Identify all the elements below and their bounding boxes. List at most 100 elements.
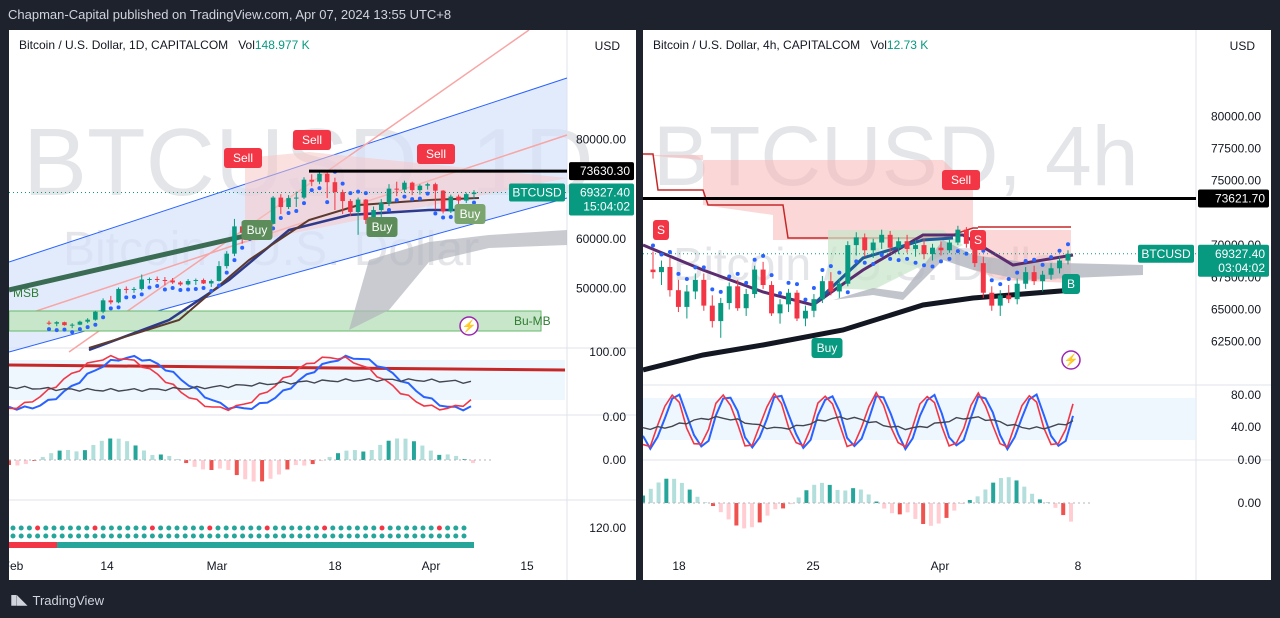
signal-dot bbox=[125, 533, 131, 539]
oscillator-tick: 0.00 bbox=[603, 410, 627, 424]
chart-panel-daily[interactable]: BTCUSD, 1DBitcoin / U.S. DollarUSDBu-MBM… bbox=[9, 30, 636, 580]
signal-dot bbox=[428, 525, 434, 531]
candle-body bbox=[1048, 268, 1054, 275]
resistance-price-label: 73621.70 bbox=[1215, 191, 1265, 205]
psar-dot bbox=[278, 215, 283, 220]
candle bbox=[147, 277, 152, 284]
candle-body bbox=[896, 241, 902, 248]
candle-body bbox=[921, 245, 927, 255]
candle-body bbox=[139, 279, 145, 289]
stoch-k-line bbox=[9, 354, 472, 412]
candle bbox=[887, 230, 893, 253]
signal-dot bbox=[264, 525, 270, 531]
signal-dot bbox=[461, 533, 467, 539]
macd-histogram-bar bbox=[403, 438, 408, 460]
price-tick-label: 50000.00 bbox=[576, 281, 626, 295]
candle bbox=[409, 181, 415, 196]
psar-dot bbox=[1049, 255, 1054, 260]
macd-histogram-bar bbox=[983, 489, 988, 503]
candle-body bbox=[963, 229, 969, 244]
candle bbox=[93, 310, 98, 321]
signal-dot bbox=[322, 525, 328, 531]
candle bbox=[735, 279, 741, 311]
tradingview-logo[interactable]: ▮◣ TradingView bbox=[10, 592, 104, 608]
psar-dot bbox=[62, 327, 67, 332]
candle-body bbox=[853, 237, 859, 246]
stoch-d-line bbox=[9, 354, 472, 412]
time-axis-label: 14 bbox=[100, 559, 114, 573]
candle bbox=[709, 295, 715, 328]
macd-histogram-bar bbox=[184, 460, 189, 464]
signal-dot bbox=[108, 533, 114, 539]
daily-chart-canvas[interactable]: BTCUSD, 1DBitcoin / U.S. DollarUSDBu-MBM… bbox=[9, 30, 636, 580]
signal-dot bbox=[240, 533, 246, 539]
candle-body bbox=[116, 288, 121, 303]
signal-dot bbox=[354, 533, 360, 539]
candle-body bbox=[178, 282, 183, 285]
candle-body bbox=[363, 199, 369, 220]
signal-dot bbox=[100, 525, 106, 531]
signal-dot bbox=[18, 525, 24, 531]
macd-histogram-bar bbox=[386, 440, 391, 460]
signal-dot bbox=[379, 525, 385, 531]
macd-histogram-bar bbox=[310, 460, 315, 465]
signal-dot bbox=[330, 525, 336, 531]
macd-histogram-bar bbox=[15, 460, 20, 466]
candle-body bbox=[684, 291, 690, 307]
fourh-vol-value: 12.73 K bbox=[886, 38, 929, 52]
candles-group bbox=[650, 225, 1071, 338]
macd-histogram-bar bbox=[687, 489, 692, 503]
sell-signal-box bbox=[653, 220, 669, 240]
psar-dot bbox=[778, 291, 783, 296]
macd-histogram-bar bbox=[711, 503, 716, 507]
candle-body bbox=[735, 286, 741, 309]
psar-dot bbox=[676, 271, 681, 276]
trend-strip-bull bbox=[57, 542, 474, 548]
candle bbox=[675, 279, 681, 313]
signal-dot bbox=[338, 525, 344, 531]
candle-body bbox=[208, 280, 214, 284]
macd-histogram-bar bbox=[936, 503, 941, 524]
macd-histogram-bar bbox=[471, 460, 475, 464]
psar-dot bbox=[294, 209, 299, 214]
macd-histogram-bar bbox=[302, 460, 307, 466]
psar-dot bbox=[786, 280, 791, 285]
candle-body bbox=[440, 190, 446, 212]
candle bbox=[471, 190, 477, 199]
oscillator-tick: 0.00 bbox=[1238, 453, 1262, 467]
psar-dot bbox=[124, 295, 129, 300]
candle-body bbox=[448, 196, 454, 212]
candle bbox=[108, 295, 114, 305]
signal-dot bbox=[67, 525, 73, 531]
resistance-price-label: 73630.30 bbox=[580, 164, 630, 178]
candle-body bbox=[811, 299, 817, 311]
psar-dot bbox=[964, 251, 969, 256]
macd-histogram-bar bbox=[150, 454, 155, 460]
signal-dot bbox=[305, 533, 311, 539]
candle-body bbox=[463, 194, 469, 201]
ma-teal-line bbox=[811, 236, 954, 307]
macd-histogram-bar bbox=[327, 456, 332, 460]
signal-dot bbox=[182, 525, 188, 531]
psar-dot bbox=[433, 211, 438, 216]
price-tick-label: 62500.00 bbox=[1211, 335, 1261, 349]
signal-dot bbox=[190, 533, 196, 539]
psar-dot bbox=[232, 258, 237, 263]
candle bbox=[116, 287, 121, 304]
psar-dot bbox=[348, 191, 353, 196]
candle-body bbox=[378, 203, 384, 210]
candle-body bbox=[324, 173, 330, 183]
signal-dot bbox=[26, 533, 32, 539]
candle-body bbox=[293, 197, 299, 199]
signal-dot bbox=[141, 525, 147, 531]
macd-histogram-bar bbox=[827, 484, 832, 503]
candle bbox=[286, 195, 291, 209]
candle bbox=[853, 232, 859, 256]
candle bbox=[760, 261, 766, 289]
macd-histogram-bar bbox=[125, 441, 130, 460]
signal-dot bbox=[313, 533, 319, 539]
trend-strip-bear bbox=[9, 542, 57, 548]
macd-histogram-bar bbox=[201, 460, 206, 470]
